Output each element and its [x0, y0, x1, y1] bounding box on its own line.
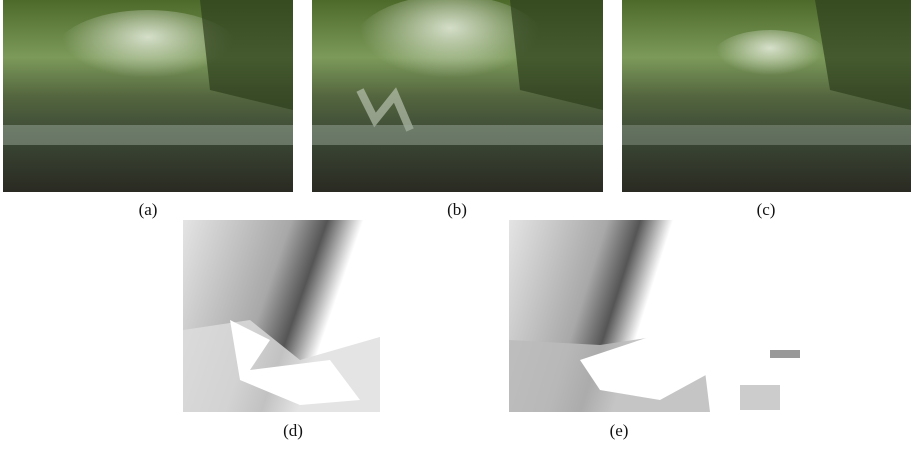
depth-region: [380, 220, 470, 412]
panel-label: (a): [139, 200, 158, 219]
depth-panel: [183, 220, 470, 412]
panel-label: (e): [610, 421, 629, 440]
water: [622, 125, 911, 145]
photo-panel: [3, 0, 293, 192]
panel-label: (b): [447, 200, 467, 219]
figure: (a) (b) (c) (d) (e): [0, 0, 911, 446]
haze: [710, 30, 830, 90]
panel-label: (d): [283, 421, 303, 440]
depth-panel: [509, 220, 800, 412]
depth-region: [740, 385, 780, 410]
photo-panel: [312, 0, 603, 192]
panel-label: (c): [757, 200, 776, 219]
page: (a) (b) (c) (d) (e) (() => { const data …: [0, 0, 911, 446]
water: [3, 125, 293, 145]
water: [312, 125, 603, 145]
photo-panel: [622, 0, 911, 192]
depth-region: [770, 350, 800, 358]
